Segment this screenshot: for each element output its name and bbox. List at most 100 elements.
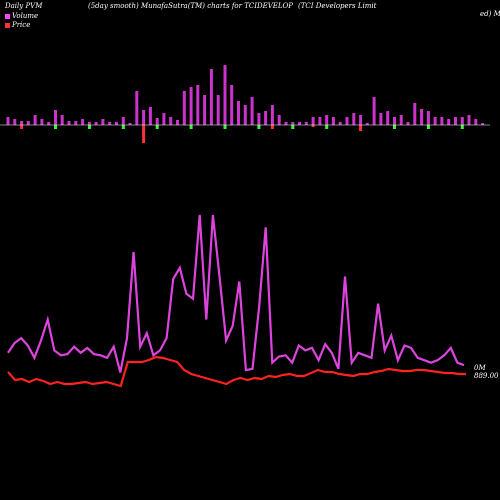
volume-bar (67, 121, 71, 125)
price-line (7, 355, 466, 388)
volume-bar-down (257, 125, 261, 129)
volume-bar (108, 122, 112, 125)
volume-bar (40, 119, 44, 125)
volume-bar (33, 115, 37, 125)
volume-bar (359, 115, 363, 125)
volume-bar-negative (311, 125, 315, 127)
volume-bar (338, 122, 342, 125)
volume-bar-negative (20, 125, 24, 129)
volume-bar-down (189, 125, 193, 129)
volume-bar (257, 113, 261, 125)
volume-bar (393, 117, 396, 125)
volume-bar (230, 85, 234, 125)
volume-bar-down (54, 125, 57, 129)
volume-bar (196, 85, 200, 125)
volume-bar (121, 117, 125, 125)
chart-header-title: (5day smooth) MunafaSutra(TM) charts for… (88, 2, 293, 10)
volume-bar (20, 121, 24, 125)
volume-bar (216, 95, 220, 125)
volume-bar (426, 111, 430, 125)
price-end-label: 889.00 (474, 372, 499, 380)
volume-bar (331, 117, 335, 125)
volume-bar (467, 115, 471, 125)
volume-bar (413, 103, 417, 125)
legend-volume-label: Volume (12, 12, 39, 20)
volume-line (7, 214, 465, 373)
volume-bar (169, 117, 173, 125)
volume-bar (372, 97, 376, 125)
volume-bar (223, 65, 227, 125)
volume-bar (250, 97, 254, 125)
volume-bar (440, 117, 444, 125)
volume-bar (148, 107, 152, 125)
volume-bar-down (121, 125, 125, 129)
volume-bar-down (223, 125, 227, 129)
volume-bar (13, 119, 17, 125)
volume-bar (284, 122, 288, 125)
volume-bar (101, 119, 105, 125)
volume-bar (474, 119, 478, 125)
volume-bar (365, 123, 369, 125)
volume-bar (189, 87, 193, 125)
volume-bar-negative (270, 125, 274, 129)
volume-bar (162, 113, 166, 125)
volume-bar-down (325, 125, 329, 129)
volume-bars (6, 65, 485, 143)
volume-bar (420, 109, 424, 125)
volume-bar (54, 110, 57, 125)
legend-price: Price (5, 21, 30, 29)
volume-bar (264, 111, 268, 125)
legend-volume: Volume (5, 12, 38, 20)
volume-bar (74, 121, 78, 125)
volume-bar (277, 115, 281, 125)
volume-bar (399, 115, 403, 125)
volume-bar (47, 122, 51, 125)
volume-bar-down (393, 125, 396, 129)
volume-bar-down (460, 125, 464, 129)
volume-bar (460, 117, 464, 125)
volume-bar (135, 91, 139, 125)
volume-bar (87, 122, 91, 125)
volume-bar (325, 115, 329, 125)
volume-bar (26, 121, 30, 125)
volume-bar (352, 113, 356, 125)
volume-bar (209, 69, 213, 125)
volume-bar (379, 113, 383, 125)
volume-bar (304, 122, 308, 125)
volume-bar (345, 117, 349, 125)
volume-bar-negative (359, 125, 363, 131)
volume-bar (298, 122, 301, 125)
volume-bar (60, 115, 64, 125)
volume-bar (311, 117, 315, 125)
volume-bar (481, 123, 485, 125)
volume-bar (182, 91, 186, 125)
chart-header-left: Daily PVM (5, 2, 43, 10)
volume-bar-down (87, 125, 91, 129)
volume-bar (386, 111, 390, 125)
legend-volume-swatch (5, 13, 10, 19)
volume-bar (6, 117, 10, 125)
volume-bar (447, 119, 451, 125)
volume-bar (243, 105, 247, 125)
legend-price-swatch (5, 22, 10, 28)
volume-bar (155, 118, 159, 125)
volume-bar-down (291, 125, 295, 129)
volume-bar (115, 122, 118, 125)
legend-price-label: Price (12, 21, 31, 29)
volume-bar-down (155, 125, 159, 129)
volume-bar (203, 95, 207, 125)
volume-bar (291, 122, 295, 125)
volume-bar (318, 117, 322, 125)
volume-bar (94, 122, 98, 125)
volume-bar-down (426, 125, 430, 129)
chart-header-company: (TCI Developers Limit (298, 2, 377, 10)
volume-bar (406, 122, 410, 125)
volume-bar (142, 110, 146, 125)
volume-bar (81, 119, 85, 125)
volume-bar (454, 117, 457, 125)
volume-bar (176, 120, 179, 125)
chart-header-company-wrap: ed) Mu (480, 10, 500, 18)
volume-end-label: 0M (474, 364, 486, 372)
volume-bar (270, 105, 274, 125)
volume-bar (433, 117, 437, 125)
